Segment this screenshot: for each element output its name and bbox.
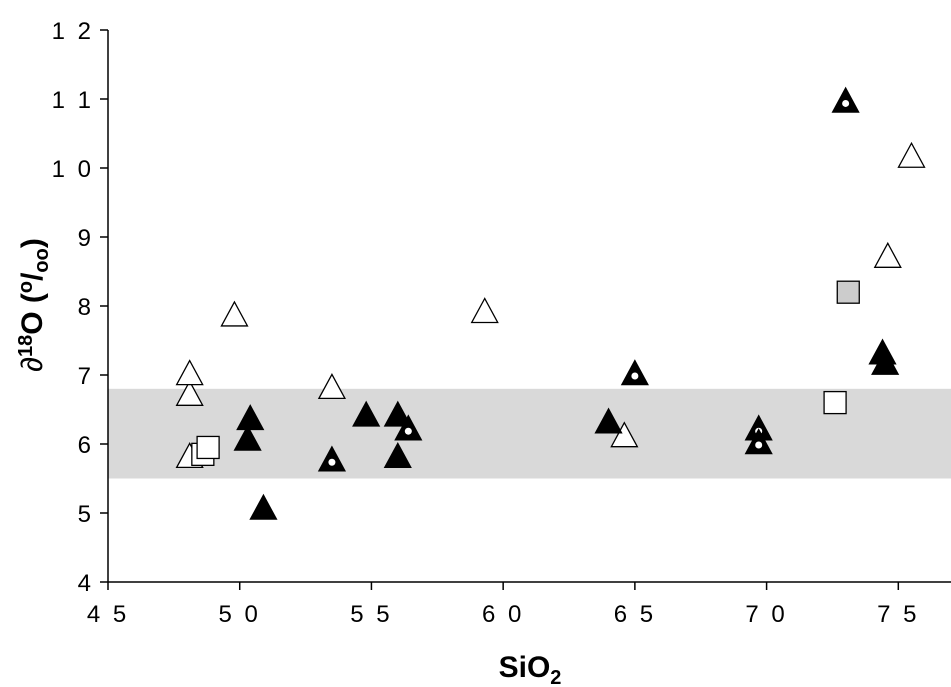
open-triangle-point — [175, 359, 204, 386]
filled-triangle-point — [249, 493, 278, 520]
filled-triangle-point — [871, 348, 900, 375]
y-tick-label: 8 — [78, 294, 94, 321]
filled-triangle-point — [236, 404, 265, 431]
x-tick-label: 4 5 — [87, 601, 129, 628]
open-triangle-point — [220, 300, 249, 327]
triangle-dot — [842, 99, 850, 107]
y-tick-label: 1 1 — [52, 87, 94, 114]
y-tick-label: 5 — [78, 501, 94, 528]
data-points — [175, 86, 926, 520]
filled-triangle-point — [233, 424, 262, 451]
gray-square-point — [836, 280, 860, 304]
filled-triangle-point — [383, 442, 412, 469]
open-triangle-point — [873, 241, 902, 268]
x-axis-ticks: 4 5 5 0 5 5 6 0 6 5 7 0 7 5 — [87, 582, 919, 628]
triangle-dot — [404, 427, 412, 435]
triangle-dot — [328, 458, 336, 466]
triangle-dot — [755, 441, 763, 449]
x-tick-label: 6 5 — [614, 601, 656, 628]
y-axis-title: ∂18O (o/oo) — [15, 238, 53, 372]
filled-triangle-point — [383, 400, 412, 427]
x-tick-label: 5 5 — [350, 601, 392, 628]
open-triangle-point — [610, 421, 639, 448]
x-tick-label: 7 0 — [745, 601, 787, 628]
open-triangle-point — [470, 297, 499, 324]
filled-triangle-point — [352, 400, 381, 427]
x-tick-label: 6 0 — [482, 601, 524, 628]
filled-triangle-point — [594, 407, 623, 434]
x-axis-title: SiO2 — [499, 651, 562, 687]
y-tick-label: 7 — [78, 363, 94, 390]
y-tick-label: 1 2 — [52, 18, 94, 45]
open-triangle-point — [897, 141, 926, 168]
y-tick-label: 4 — [78, 570, 94, 597]
y-tick-label: 9 — [78, 225, 94, 252]
open-triangle-point — [175, 379, 204, 406]
y-tick-label: 1 0 — [52, 156, 94, 183]
open-triangle-point — [317, 373, 347, 400]
y-axis-ticks: 4 5 6 7 8 9 1 0 1 1 1 2 — [52, 18, 108, 597]
open-square-point — [196, 435, 220, 460]
triangle-dot — [631, 372, 639, 380]
y-tick-label: 6 — [78, 432, 94, 459]
x-tick-label: 7 5 — [877, 601, 919, 628]
open-square-point — [823, 390, 847, 415]
x-tick-label: 5 0 — [219, 601, 261, 628]
